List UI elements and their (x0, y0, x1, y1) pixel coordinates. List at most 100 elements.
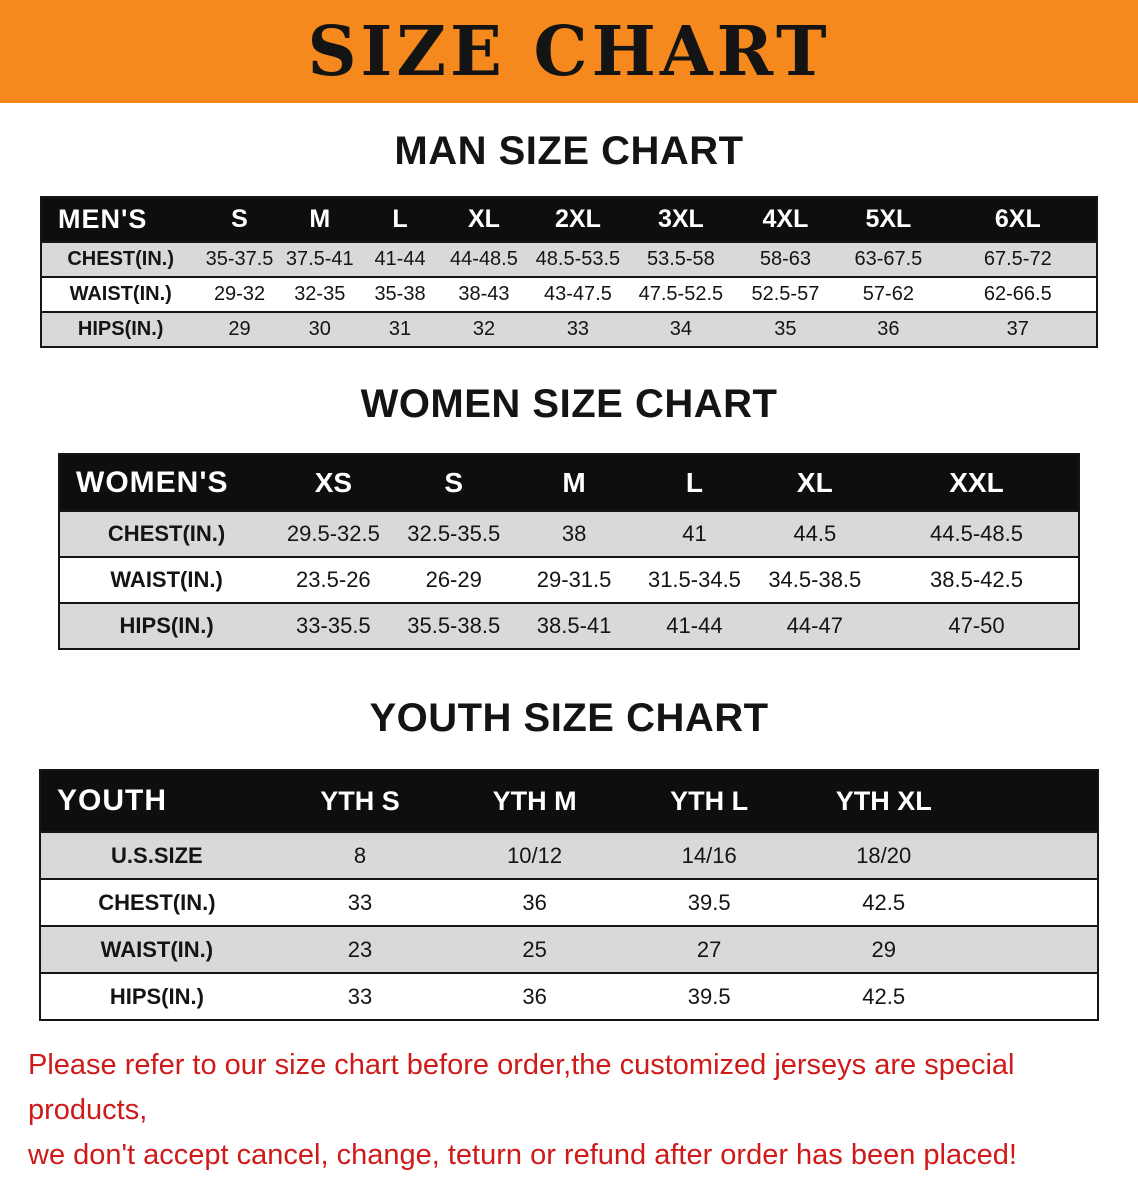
size-cell: 29 (199, 311, 280, 348)
spacer-cell (971, 925, 1098, 974)
table-row: U.S.SIZE 8 10/12 14/16 18/20 (40, 831, 1098, 880)
table-row: WAIST(IN.) 23.5-26 26-29 29-31.5 31.5-34… (59, 556, 1079, 604)
size-col-header: YTH S (272, 769, 448, 833)
row-label: CHEST(IN.) (59, 510, 274, 558)
size-cell: 41 (634, 510, 755, 558)
disclaimer-line-1: Please refer to our size chart before or… (28, 1049, 1015, 1126)
table-row: CHEST(IN.) 29.5-32.5 32.5-35.5 38 41 44.… (59, 510, 1079, 558)
size-cell: 41-44 (359, 241, 441, 278)
size-col-header: YTH XL (796, 769, 971, 833)
size-cell: 35 (733, 311, 838, 348)
size-cell: 58-63 (733, 241, 838, 278)
header-spacer (971, 769, 1098, 833)
size-col-header: L (634, 453, 755, 512)
size-cell: 32.5-35.5 (393, 510, 514, 558)
size-cell: 33 (272, 878, 448, 927)
table-row: HIPS(IN.) 33-35.5 35.5-38.5 38.5-41 41-4… (59, 602, 1079, 650)
size-cell: 43-47.5 (527, 276, 629, 313)
youth-section: YOUTH SIZE CHART YOUTH YTH S YTH M YTH L… (0, 696, 1138, 1021)
size-cell: 47.5-52.5 (628, 276, 734, 313)
size-cell: 23 (272, 925, 448, 974)
size-cell: 44-48.5 (440, 241, 528, 278)
youth-section-heading: YOUTH SIZE CHART (369, 696, 769, 740)
size-col-header: XL (440, 196, 528, 243)
men-section-heading: MAN SIZE CHART (394, 129, 744, 173)
size-cell: 35-37.5 (199, 241, 280, 278)
spacer-cell (971, 831, 1098, 880)
size-cell: 38 (513, 510, 635, 558)
size-col-header: 2XL (527, 196, 629, 243)
size-cell: 29 (796, 925, 971, 974)
size-cell: 39.5 (621, 972, 797, 1021)
size-cell: 29-31.5 (513, 556, 635, 604)
size-col-header: 6XL (939, 196, 1097, 243)
size-col-header: XS (273, 453, 394, 512)
size-cell: 67.5-72 (939, 241, 1097, 278)
size-cell: 36 (447, 972, 622, 1021)
table-row: WAIST(IN.) 23 25 27 29 (40, 925, 1098, 974)
size-cell: 39.5 (621, 878, 797, 927)
youth-table-title: YOUTH (40, 769, 273, 833)
size-cell: 34.5-38.5 (754, 556, 875, 604)
size-chart-banner: SIZE CHART (0, 0, 1138, 103)
size-col-header: S (393, 453, 514, 512)
size-cell: 44.5 (754, 510, 875, 558)
size-col-header: 4XL (733, 196, 838, 243)
men-table-title: MEN'S (41, 196, 200, 243)
size-cell: 30 (279, 311, 360, 348)
size-cell: 52.5-57 (733, 276, 838, 313)
size-col-header: XXL (874, 453, 1079, 512)
size-cell: 42.5 (796, 878, 971, 927)
banner-title: SIZE CHART (307, 11, 831, 92)
size-cell: 31.5-34.5 (634, 556, 755, 604)
size-cell: 26-29 (393, 556, 514, 604)
size-col-header: S (199, 196, 280, 243)
youth-size-table: YOUTH YTH S YTH M YTH L YTH XL U.S.SIZE … (39, 769, 1099, 1021)
spacer-cell (971, 878, 1098, 927)
women-header-row: WOMEN'S XS S M L XL XXL (59, 453, 1079, 512)
row-label: HIPS(IN.) (41, 311, 200, 348)
men-size-table: MEN'S S M L XL 2XL 3XL 4XL 5XL 6XL CHEST… (40, 196, 1098, 348)
row-label: HIPS(IN.) (40, 972, 273, 1021)
size-cell: 44.5-48.5 (874, 510, 1079, 558)
size-cell: 8 (272, 831, 448, 880)
size-cell: 31 (359, 311, 441, 348)
disclaimer: Please refer to our size chart before or… (28, 1043, 1110, 1178)
row-label: U.S.SIZE (40, 831, 273, 880)
women-table-title: WOMEN'S (59, 453, 274, 512)
size-col-header: L (359, 196, 441, 243)
size-cell: 44-47 (754, 602, 875, 650)
table-row: HIPS(IN.) 29 30 31 32 33 34 35 36 37 (41, 311, 1097, 348)
row-label: WAIST(IN.) (40, 925, 273, 974)
table-row: HIPS(IN.) 33 36 39.5 42.5 (40, 972, 1098, 1021)
men-header-row: MEN'S S M L XL 2XL 3XL 4XL 5XL 6XL (41, 196, 1097, 243)
size-cell: 33 (272, 972, 448, 1021)
size-cell: 10/12 (447, 831, 622, 880)
size-col-header: M (513, 453, 635, 512)
size-col-header: YTH L (621, 769, 797, 833)
size-cell: 29-32 (199, 276, 280, 313)
size-col-header: XL (754, 453, 875, 512)
size-cell: 62-66.5 (939, 276, 1097, 313)
size-cell: 42.5 (796, 972, 971, 1021)
women-section-heading: WOMEN SIZE CHART (360, 382, 778, 426)
table-row: CHEST(IN.) 35-37.5 37.5-41 41-44 44-48.5… (41, 241, 1097, 278)
size-cell: 29.5-32.5 (273, 510, 394, 558)
men-section: MAN SIZE CHART MEN'S S M L XL 2XL 3XL 4X… (0, 129, 1138, 348)
size-cell: 32 (440, 311, 528, 348)
table-row: CHEST(IN.) 33 36 39.5 42.5 (40, 878, 1098, 927)
size-cell: 37.5-41 (279, 241, 360, 278)
row-label: HIPS(IN.) (59, 602, 274, 650)
size-cell: 32-35 (279, 276, 360, 313)
size-cell: 38.5-41 (513, 602, 635, 650)
size-cell: 36 (447, 878, 622, 927)
size-col-header: 3XL (628, 196, 734, 243)
size-cell: 63-67.5 (837, 241, 940, 278)
size-cell: 34 (628, 311, 734, 348)
row-label: WAIST(IN.) (41, 276, 200, 313)
table-row: WAIST(IN.) 29-32 32-35 35-38 38-43 43-47… (41, 276, 1097, 313)
size-cell: 27 (621, 925, 797, 974)
size-cell: 33 (527, 311, 629, 348)
size-cell: 37 (939, 311, 1097, 348)
women-section: WOMEN SIZE CHART WOMEN'S XS S M L XL XXL… (0, 382, 1138, 650)
